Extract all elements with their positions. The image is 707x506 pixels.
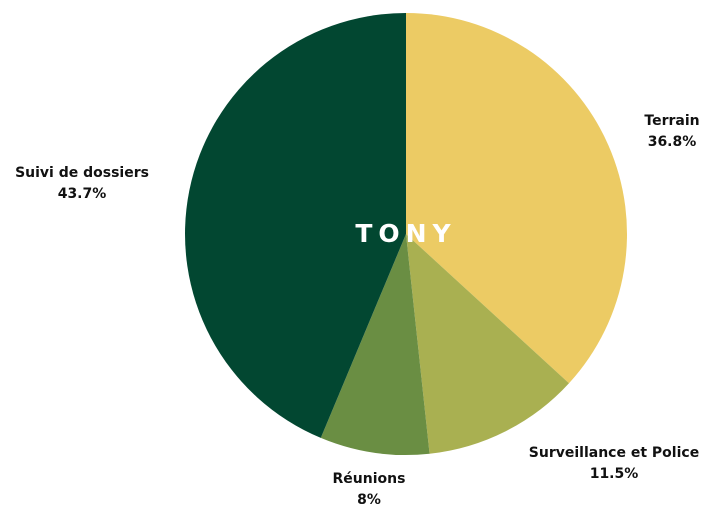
pie-slice-surveillance-et-police [406, 234, 569, 454]
slice-value-label: 8% [357, 492, 381, 506]
slice-category-label: Terrain [644, 113, 699, 129]
slice-category-label: Réunions [333, 471, 406, 487]
slice-value-label: 11.5% [590, 466, 639, 482]
chart-center-title: TONY [355, 219, 456, 248]
pie-slices [185, 13, 628, 455]
pie-slice-terrain [406, 13, 628, 384]
slice-category-label: Suivi de dossiers [15, 165, 149, 181]
slice-label: Suivi de dossiers 43.7% [15, 165, 149, 202]
pie-slice-reunions [320, 234, 430, 455]
slice-value-label: 43.7% [58, 186, 107, 202]
slice-category-label: Surveillance et Police [529, 445, 699, 461]
slice-label: Terrain 36.8% [644, 113, 699, 150]
pie-labels: Terrain 36.8% Surveillance et Police 11.5% R… [15, 113, 700, 506]
slice-label: Réunions 8% [333, 471, 406, 506]
pie-slice-suivi-de-dossiers [185, 13, 406, 438]
slice-value-label: 36.8% [648, 134, 697, 150]
slice-label: Surveillance et Police 11.5% [529, 445, 699, 482]
